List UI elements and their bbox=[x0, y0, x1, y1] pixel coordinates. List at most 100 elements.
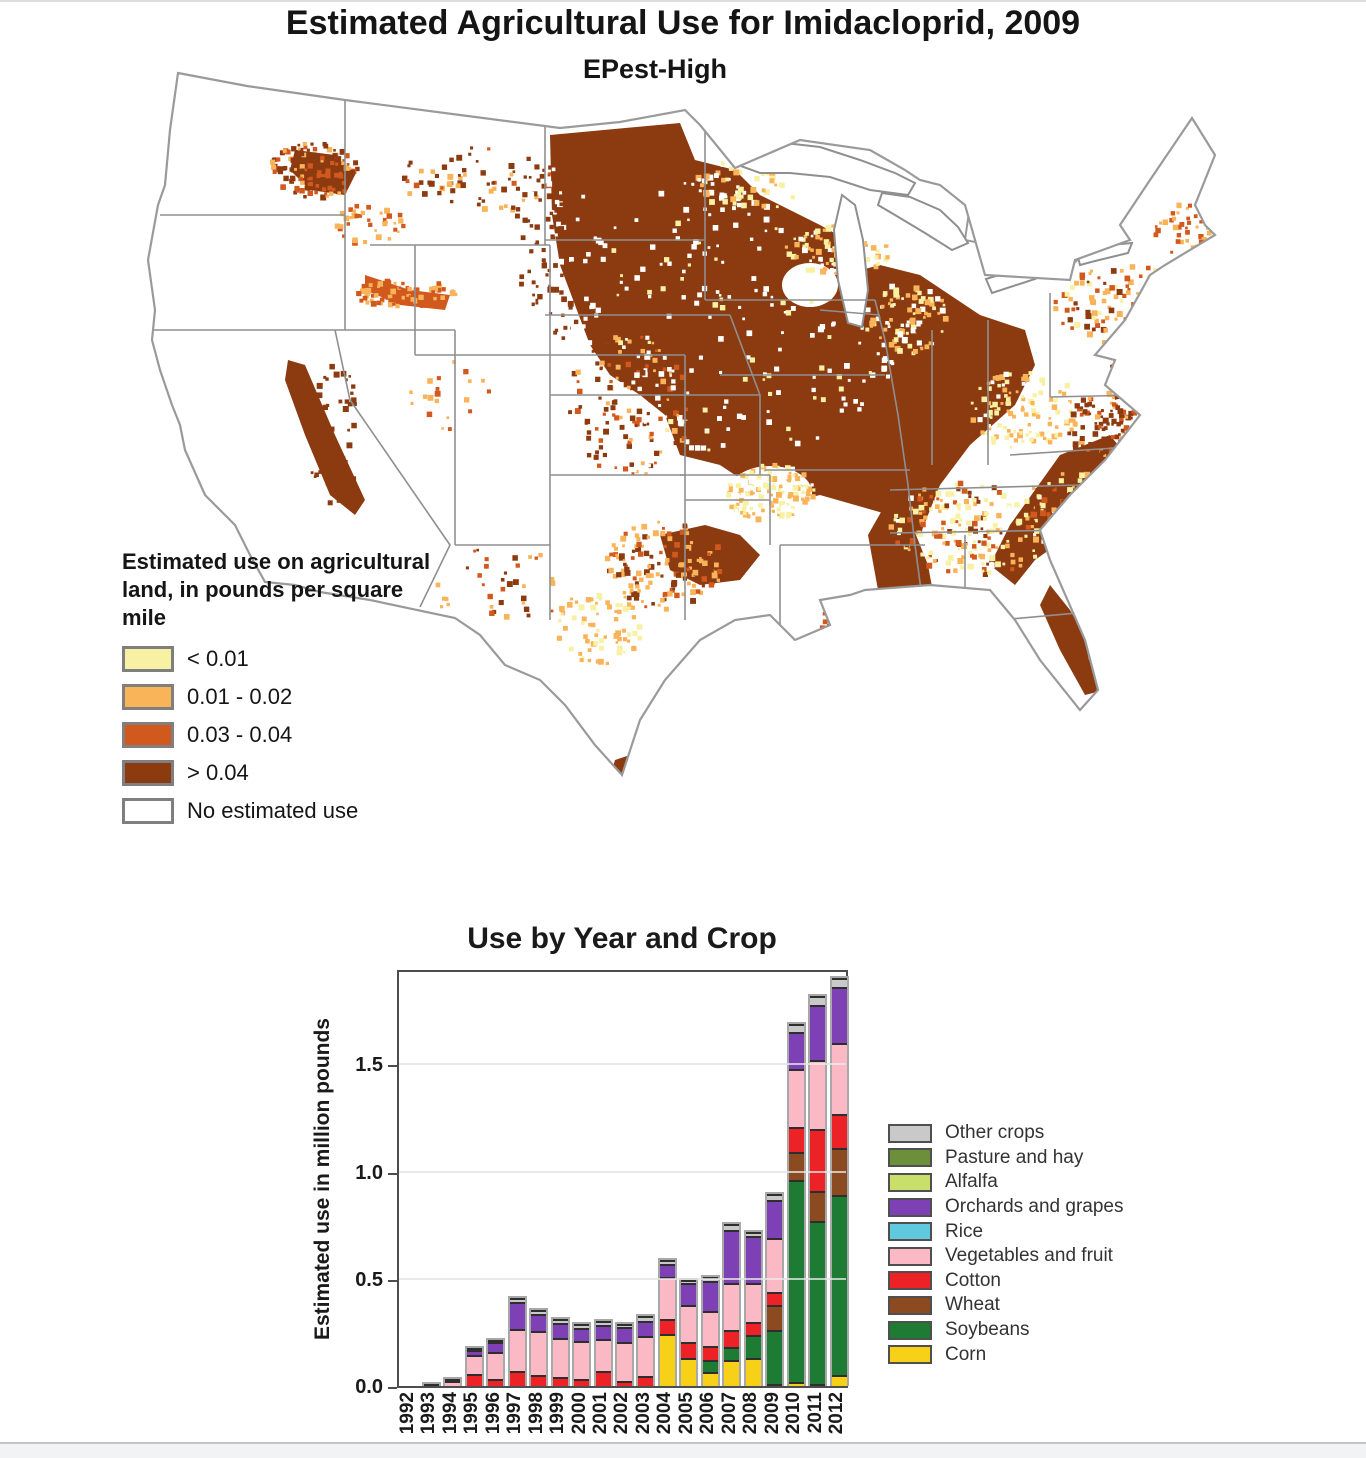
map-speckle bbox=[674, 592, 680, 599]
map-speckle bbox=[762, 671, 768, 677]
map-speckle bbox=[662, 355, 667, 360]
map-speckle bbox=[886, 317, 889, 321]
map-speckle bbox=[554, 328, 559, 332]
map-speckle bbox=[429, 286, 435, 293]
map-speckle bbox=[1067, 487, 1073, 493]
map-speckle bbox=[564, 231, 570, 238]
map-speckle bbox=[664, 415, 668, 419]
map-speckle bbox=[1058, 432, 1063, 437]
map-speckle bbox=[347, 428, 350, 432]
map-speckle bbox=[1104, 536, 1109, 541]
map-speckle bbox=[1032, 520, 1036, 524]
map-speckle bbox=[305, 166, 311, 172]
map-speckle bbox=[1118, 433, 1121, 436]
bar-segment-corn bbox=[745, 1358, 761, 1386]
map-speckle bbox=[325, 479, 332, 486]
map-speckle bbox=[553, 330, 558, 335]
map-speckle bbox=[631, 380, 636, 385]
map-speckle bbox=[1015, 390, 1019, 394]
map-speckle bbox=[870, 324, 873, 328]
map-speckle bbox=[721, 260, 725, 264]
map-speckle bbox=[446, 416, 450, 420]
map-speckle bbox=[532, 191, 538, 197]
map-speckle bbox=[1052, 519, 1056, 522]
map-speckle bbox=[1101, 611, 1105, 615]
map-speckle bbox=[905, 323, 910, 328]
map-speckle bbox=[1072, 486, 1075, 489]
map-speckle bbox=[652, 530, 659, 537]
map-speckle bbox=[508, 177, 511, 181]
map-speckle bbox=[640, 400, 646, 406]
map-speckle bbox=[798, 689, 803, 694]
map-speckle bbox=[491, 181, 495, 185]
bar-2003 bbox=[636, 1314, 656, 1386]
map-speckle bbox=[619, 280, 623, 284]
map-speckle bbox=[987, 548, 992, 552]
map-speckle bbox=[686, 567, 690, 572]
map-speckle bbox=[1167, 305, 1172, 310]
map-speckle bbox=[593, 454, 599, 460]
map-speckle bbox=[1077, 518, 1082, 523]
map-speckle bbox=[1140, 632, 1145, 636]
map-speckle bbox=[932, 559, 937, 563]
map-speckle bbox=[1087, 526, 1092, 531]
map-speckle bbox=[746, 700, 751, 705]
map-speckle bbox=[570, 597, 574, 601]
map-speckle bbox=[1154, 225, 1158, 228]
map-speckle bbox=[1222, 243, 1226, 247]
map-speckle bbox=[576, 163, 582, 168]
map-speckle bbox=[300, 180, 305, 185]
map-speckle bbox=[954, 482, 961, 489]
map-speckle bbox=[712, 302, 719, 308]
map-speckle bbox=[333, 149, 336, 152]
map-speckle bbox=[655, 411, 659, 415]
map-speckle bbox=[595, 659, 600, 664]
map-speckle bbox=[881, 366, 887, 372]
map-speckle bbox=[707, 552, 711, 556]
map-speckle bbox=[450, 199, 454, 204]
map-speckle bbox=[991, 440, 996, 445]
map-speckle bbox=[351, 422, 357, 429]
map-speckle bbox=[295, 153, 299, 157]
map-speckle bbox=[1170, 338, 1176, 344]
map-speckle bbox=[823, 239, 830, 245]
map-speckle bbox=[1091, 404, 1096, 408]
map-speckle bbox=[622, 544, 625, 548]
map-speckle bbox=[1130, 660, 1136, 665]
map-speckle bbox=[730, 718, 734, 722]
map-speckle bbox=[649, 438, 654, 442]
map-speckle bbox=[1153, 287, 1159, 293]
top-hairline bbox=[0, 0, 1366, 2]
map-speckle bbox=[957, 547, 961, 551]
map-speckle bbox=[960, 565, 965, 570]
map-speckle bbox=[1000, 544, 1005, 550]
map-speckle bbox=[802, 499, 808, 505]
map-speckle bbox=[1119, 444, 1123, 448]
map-speckle bbox=[1008, 391, 1012, 395]
map-speckle bbox=[720, 164, 724, 167]
map-speckle bbox=[356, 291, 362, 296]
map-speckle bbox=[615, 430, 619, 434]
map-speckle bbox=[1128, 279, 1134, 286]
map-speckle bbox=[1088, 412, 1092, 416]
map-speckle bbox=[663, 597, 667, 602]
map-speckle bbox=[847, 597, 853, 603]
map-speckle bbox=[905, 293, 911, 298]
map-speckle bbox=[1064, 515, 1070, 520]
map-speckle bbox=[452, 360, 456, 364]
map-speckle bbox=[646, 350, 651, 355]
map-speckle bbox=[643, 550, 650, 557]
map-speckle bbox=[788, 508, 794, 514]
map-speckle bbox=[756, 474, 762, 480]
map-speckle bbox=[775, 205, 779, 209]
map-speckle bbox=[668, 543, 672, 547]
map-speckle bbox=[1080, 425, 1085, 430]
map-speckle bbox=[613, 633, 620, 639]
map-speckle bbox=[354, 213, 359, 219]
map-speckle bbox=[1052, 519, 1056, 523]
map-speckle bbox=[572, 166, 579, 172]
map-speckle bbox=[1141, 645, 1146, 649]
map-speckle bbox=[1128, 401, 1132, 405]
us-choropleth-map: Estimated use on agricultural land, in p… bbox=[120, 65, 1290, 875]
map-speckle bbox=[1199, 220, 1203, 224]
